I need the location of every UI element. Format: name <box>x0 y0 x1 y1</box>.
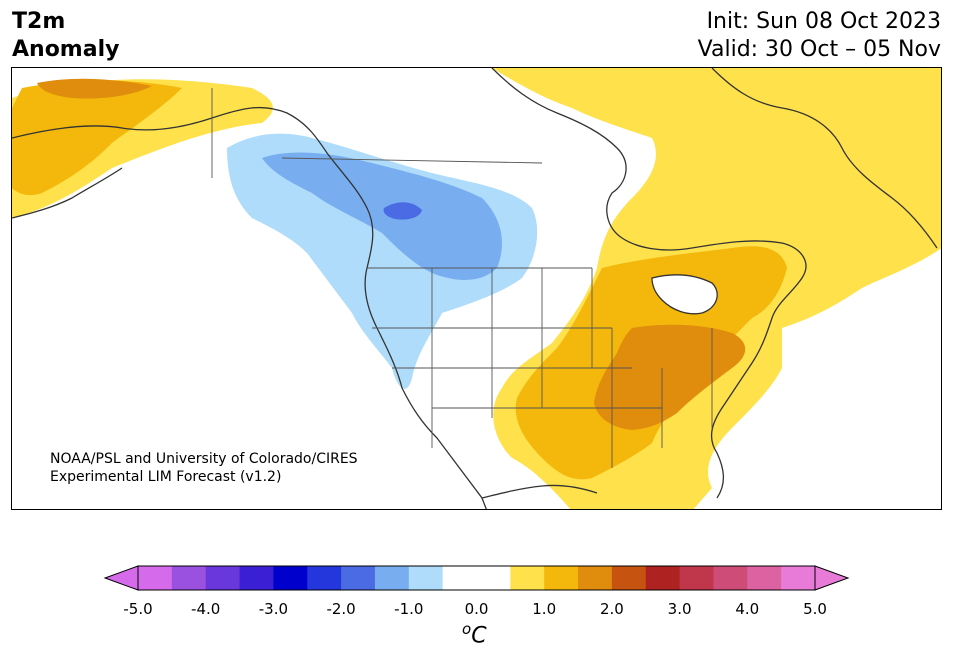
credit-text: NOAA/PSL and University of Colorado/CIRE… <box>50 450 358 486</box>
colorbar-segment <box>138 566 173 590</box>
colorbar-segment <box>171 566 207 590</box>
map-canvas <box>12 68 941 509</box>
colorbar <box>103 565 850 591</box>
credit-line-2: Experimental LIM Forecast (v1.2) <box>50 469 282 485</box>
title-line-2: Anomaly <box>12 37 120 62</box>
forecast-dates: Init: Sun 08 Oct 2023 Valid: 30 Oct – 05… <box>698 8 941 64</box>
colorbar-segment <box>307 566 342 590</box>
colorbar-segments <box>138 566 816 590</box>
colorbar-segment <box>713 566 748 590</box>
colorbar-segment <box>374 566 410 590</box>
colorbar-segment <box>747 566 782 590</box>
colorbar-segment <box>408 566 444 590</box>
colorbar-tick-label: -3.0 <box>258 600 289 618</box>
coastlines <box>12 68 938 509</box>
colorbar-tick-label: 4.0 <box>735 600 760 618</box>
cool-anomaly-strong <box>383 202 422 220</box>
colorbar-segment <box>781 566 816 590</box>
cool-anomaly-medium <box>262 152 502 280</box>
unit-superscript: o <box>462 620 472 638</box>
colorbar-segment <box>273 566 308 590</box>
anomaly-map: NOAA/PSL and University of Colorado/CIRE… <box>11 67 942 510</box>
colorbar-segment <box>510 566 545 590</box>
colorbar-tick-label: 5.0 <box>803 600 827 618</box>
colorbar-segment <box>611 566 647 590</box>
colorbar-segment <box>341 566 376 590</box>
colorbar-segment <box>645 566 681 590</box>
init-date: Init: Sun 08 Oct 2023 <box>706 9 941 34</box>
credit-line-1: NOAA/PSL and University of Colorado/CIRE… <box>50 451 358 467</box>
colorbar-segment <box>239 566 274 590</box>
map-title: T2m Anomaly <box>12 8 119 64</box>
colorbar-segment <box>442 566 477 590</box>
colorbar-segment <box>476 566 511 590</box>
colorbar-tick-label: -1.0 <box>394 600 424 618</box>
colorbar-segment <box>544 566 579 590</box>
colorbar-unit: oC <box>462 620 487 648</box>
unit-base: C <box>471 623 487 649</box>
political-borders <box>211 88 713 468</box>
title-line-1: T2m <box>12 9 66 34</box>
colorbar-under-arrow <box>103 565 139 591</box>
colorbar-segment <box>205 566 241 590</box>
colorbar-tick-label: 2.0 <box>599 600 624 618</box>
colorbar-segment <box>578 566 613 590</box>
colorbar-tick-label: -4.0 <box>191 600 221 618</box>
colorbar-tick-label: 1.0 <box>532 600 557 618</box>
colorbar-outline <box>137 565 816 591</box>
valid-date: Valid: 30 Oct – 05 Nov <box>697 37 941 62</box>
colorbar-tick-label: 0.0 <box>464 600 489 618</box>
warm-anomaly-strong <box>37 78 746 430</box>
colorbar-tick-label: -2.0 <box>326 600 356 618</box>
colorbar-tick-label: -5.0 <box>123 600 153 618</box>
colorbar-over-arrow <box>814 565 850 591</box>
colorbar-tick-label: 3.0 <box>667 600 692 618</box>
colorbar-segment <box>679 566 714 590</box>
